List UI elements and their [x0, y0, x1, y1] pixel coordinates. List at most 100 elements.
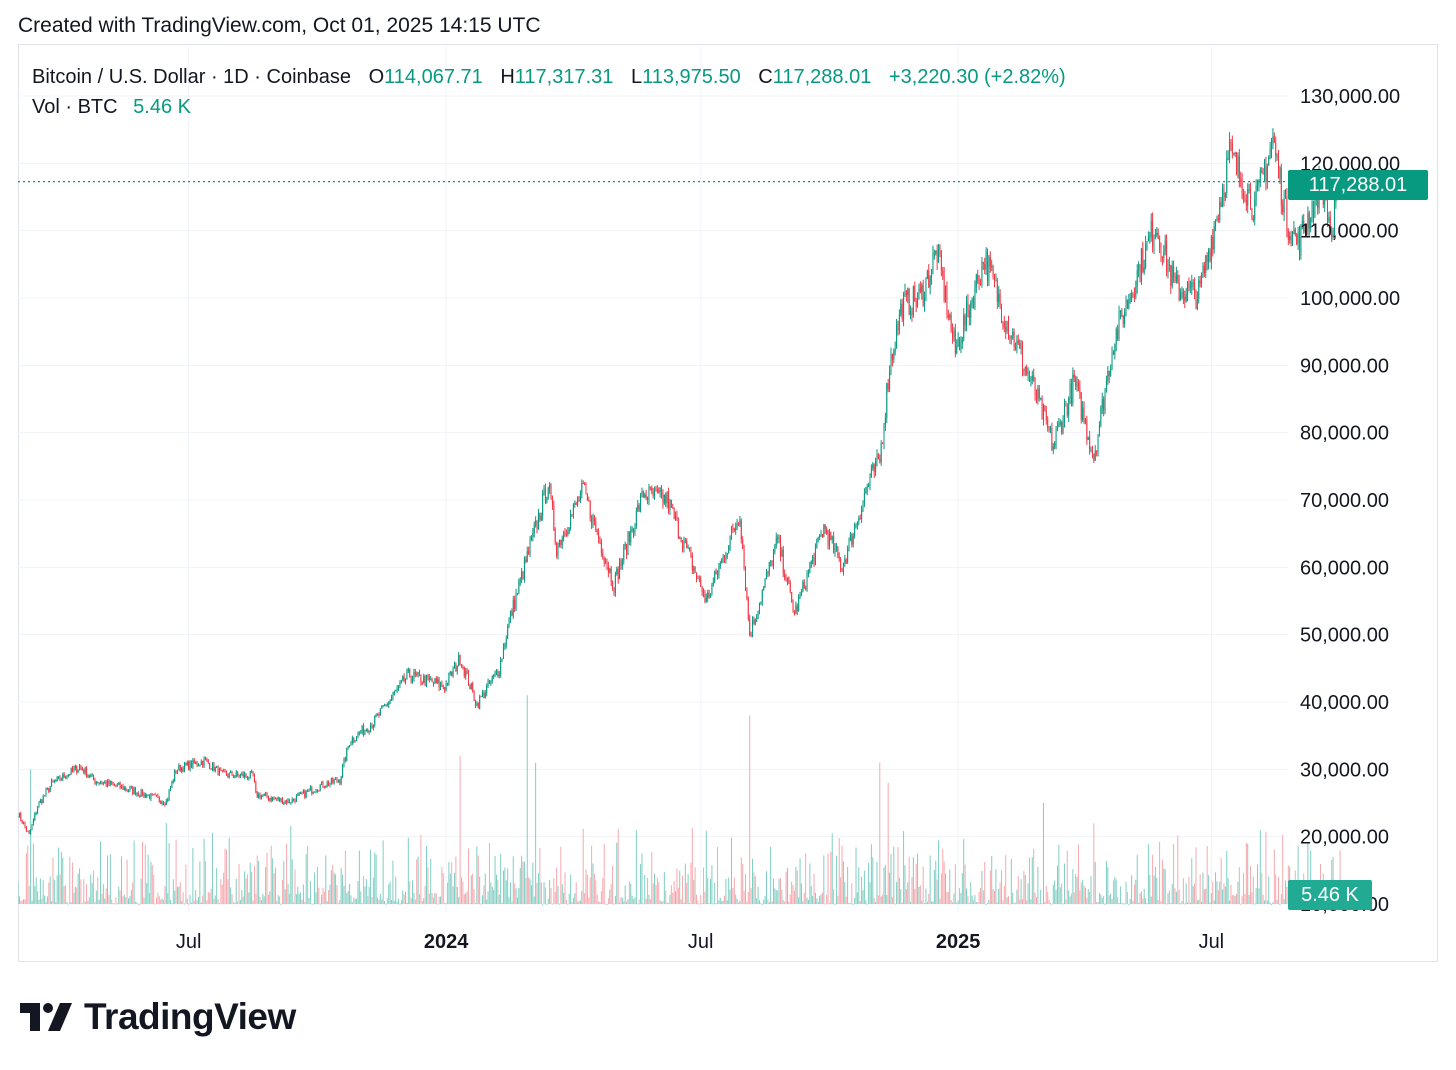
- volume-bar: [169, 900, 171, 904]
- candle-body: [90, 775, 92, 778]
- candle-body: [39, 800, 41, 803]
- candle-body: [31, 824, 33, 831]
- volume-bar: [966, 888, 968, 904]
- volume-bar: [1153, 875, 1155, 904]
- volume-bar: [265, 867, 267, 904]
- candle-body: [349, 744, 351, 747]
- candle-body: [72, 767, 74, 771]
- x-tick-label: Jul: [176, 931, 202, 953]
- volume-bar: [963, 839, 965, 904]
- candle-body: [1156, 232, 1158, 236]
- volume-bar: [410, 897, 412, 904]
- candle-body: [1272, 136, 1274, 145]
- tradingview-logo[interactable]: TradingView: [20, 996, 296, 1038]
- volume-bar: [791, 881, 793, 904]
- volume-bar: [416, 859, 418, 904]
- candle-body: [232, 776, 234, 778]
- candle-body: [807, 572, 809, 574]
- volume-bar: [707, 877, 709, 904]
- volume-bar: [314, 872, 316, 904]
- candle-body: [190, 761, 192, 768]
- candle-body: [891, 354, 893, 360]
- candle-body: [1129, 299, 1131, 301]
- candle-body: [568, 528, 570, 533]
- candle-body: [652, 491, 654, 497]
- volume-bar: [1063, 863, 1065, 904]
- volume-bar: [1201, 901, 1203, 904]
- candle-body: [779, 537, 781, 557]
- volume-bar: [823, 855, 825, 904]
- volume-bar: [521, 855, 523, 904]
- volume-bar: [1255, 888, 1257, 904]
- candle-body: [97, 781, 99, 784]
- candle-body: [311, 787, 313, 794]
- volume-bar: [1030, 899, 1032, 904]
- candle-body: [884, 417, 886, 425]
- volume-bar: [652, 883, 654, 904]
- candle-body: [105, 782, 107, 786]
- candle-body: [697, 577, 699, 579]
- low-value: 113,975.50: [642, 66, 741, 88]
- volume-bar: [125, 897, 127, 904]
- volume-bar: [1161, 859, 1163, 904]
- volume-bar: [1108, 895, 1110, 904]
- candle-body: [104, 782, 106, 784]
- volume-bar: [1339, 850, 1341, 904]
- volume-bar: [620, 897, 622, 904]
- chart-panel[interactable]: [18, 44, 1438, 962]
- volume-bar: [121, 856, 123, 904]
- y-tick-label: 120,000.00: [1300, 153, 1400, 175]
- volume-bar: [227, 879, 229, 904]
- candle-body: [841, 569, 843, 573]
- candle-body: [488, 680, 490, 684]
- candle-body: [206, 758, 208, 760]
- candle-body: [86, 768, 88, 778]
- volume-bar: [1086, 897, 1088, 904]
- candle-body: [386, 704, 388, 706]
- volume-bar: [992, 889, 994, 904]
- volume-bar: [600, 890, 602, 904]
- candle-body: [1245, 200, 1247, 206]
- candle-body: [158, 796, 160, 802]
- candle-body: [651, 487, 653, 492]
- candle-body: [1003, 322, 1005, 328]
- candle-body: [83, 769, 85, 774]
- candle-body: [1170, 265, 1172, 286]
- candle-body: [525, 559, 527, 563]
- candle-body: [1019, 343, 1021, 349]
- candle-body: [88, 775, 90, 778]
- volume-bar: [1269, 902, 1271, 904]
- candle-body: [1262, 172, 1264, 175]
- candle-body: [65, 777, 67, 779]
- candle-body: [66, 776, 68, 779]
- candle-body: [589, 500, 591, 519]
- price-chart[interactable]: 130,000.00120,000.00110,000.00100,000.00…: [18, 44, 1438, 962]
- volume-bar: [183, 903, 185, 905]
- candle-body: [1038, 388, 1040, 399]
- volume-bar: [711, 865, 713, 904]
- candle-body: [195, 761, 197, 764]
- volume-bar: [1143, 888, 1145, 904]
- candle-body: [73, 768, 75, 771]
- volume-bar: [715, 903, 717, 905]
- candle-body: [129, 787, 131, 791]
- volume-bar: [991, 855, 993, 904]
- candle-body: [654, 488, 656, 497]
- candle-body: [493, 674, 495, 677]
- candle-body: [364, 729, 366, 735]
- volume-bar: [624, 885, 626, 904]
- tradingview-logo-icon: [20, 1003, 72, 1031]
- volume-bar: [342, 874, 344, 904]
- volume-bar: [192, 848, 194, 904]
- candle-body: [165, 800, 167, 806]
- candle-body: [1173, 265, 1175, 278]
- candle-body: [627, 531, 629, 555]
- volume-bar: [529, 879, 531, 904]
- candle-body: [346, 747, 348, 761]
- high-key: H: [500, 66, 515, 88]
- candle-body: [679, 537, 681, 539]
- volume-bar: [220, 879, 222, 904]
- candle-body: [530, 536, 532, 541]
- volume-bar: [160, 899, 162, 904]
- volume-bar: [1236, 893, 1238, 904]
